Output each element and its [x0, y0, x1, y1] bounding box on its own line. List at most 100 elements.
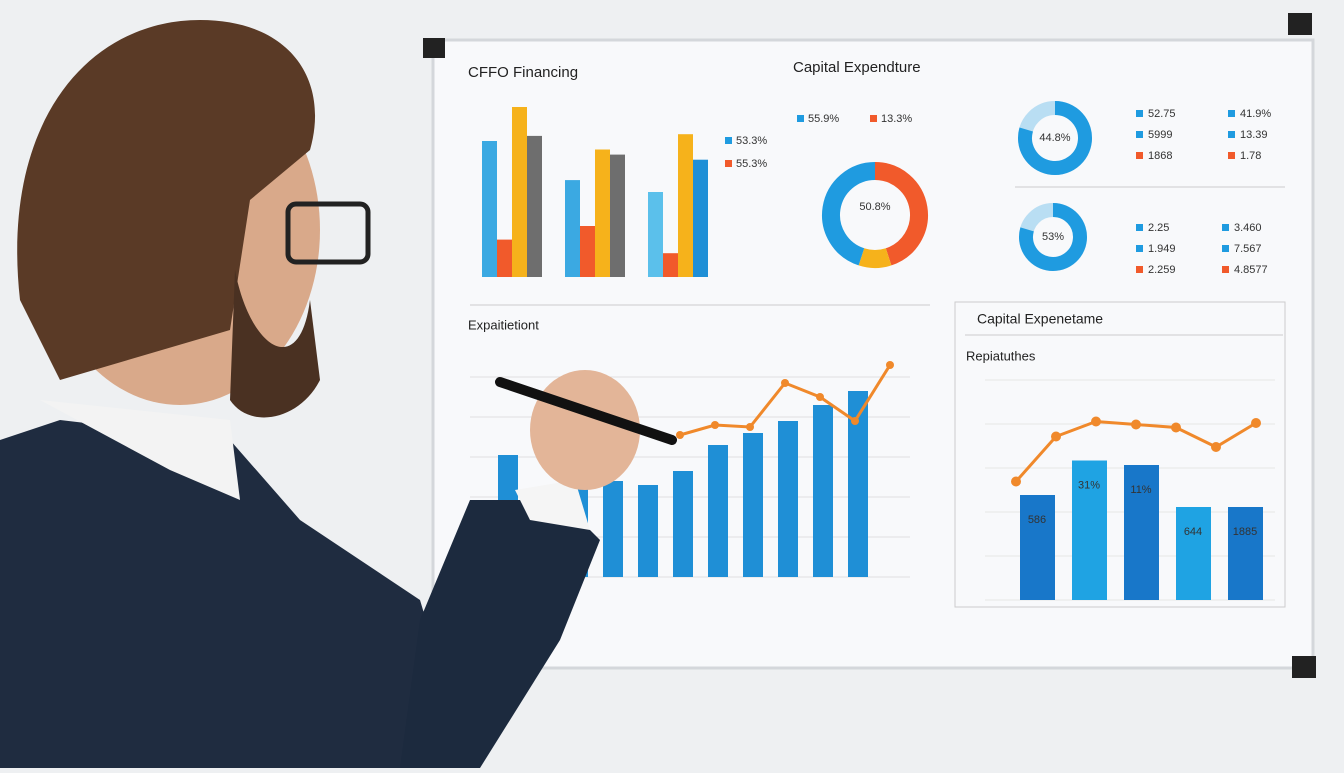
- legend-label: 13.3%: [881, 113, 912, 125]
- legend-swatch: [870, 115, 877, 122]
- clip: [1288, 13, 1312, 35]
- list-swatch: [1228, 131, 1235, 138]
- bar: [565, 180, 580, 277]
- list-swatch: [1136, 110, 1143, 117]
- hair: [17, 20, 316, 380]
- person: [0, 20, 677, 768]
- bar-label: 11%: [1130, 484, 1151, 496]
- bar: [708, 445, 728, 577]
- bar: [595, 149, 610, 277]
- line-point: [711, 421, 719, 429]
- list-value: 2.25: [1148, 222, 1169, 234]
- bar-label: 1885: [1233, 526, 1257, 538]
- title: CFFO Financing: [468, 64, 578, 81]
- line-point: [676, 431, 684, 439]
- line-point: [1251, 418, 1261, 428]
- list-swatch: [1222, 224, 1229, 231]
- title: Expaitietiont: [468, 317, 539, 332]
- list-swatch: [1136, 266, 1143, 273]
- legend-label: 53.3%: [736, 135, 767, 147]
- bar: [1176, 507, 1211, 600]
- bar: [527, 135, 542, 277]
- line-point: [886, 361, 894, 369]
- bar: [512, 107, 527, 277]
- line-point: [781, 379, 789, 387]
- list-value: 5999: [1148, 129, 1172, 141]
- legend-swatch: [725, 137, 732, 144]
- bar: [673, 471, 693, 577]
- donut-label: 44.8%: [1039, 132, 1070, 144]
- legend-label: 55.3%: [736, 158, 767, 170]
- line-point: [1211, 442, 1221, 452]
- legend-label: 55.9%: [808, 113, 839, 125]
- ring-arc: [1019, 203, 1087, 271]
- shirt-collar: [40, 400, 240, 500]
- list-swatch: [1228, 152, 1235, 159]
- bar: [1020, 495, 1055, 600]
- donut-label: 53%: [1042, 231, 1064, 243]
- beard: [230, 270, 320, 418]
- marker: [495, 377, 677, 445]
- line-point: [1011, 476, 1021, 487]
- line-point: [1091, 416, 1101, 427]
- glasses: [285, 201, 371, 265]
- bar-label: 31%: [1078, 479, 1100, 491]
- line-point: [851, 417, 859, 425]
- title: Capital Expendture: [793, 59, 921, 76]
- cuff: [515, 480, 590, 530]
- bar: [648, 192, 663, 277]
- list-value: 1.78: [1240, 150, 1261, 162]
- bar: [497, 239, 512, 277]
- sleeve: [400, 500, 600, 768]
- bar: [603, 481, 623, 577]
- legend-swatch: [725, 160, 732, 167]
- panel-frame: [954, 301, 1286, 608]
- line-point: [1131, 419, 1141, 430]
- list-value: 2.259: [1148, 264, 1176, 276]
- bar-label: 586: [1028, 514, 1046, 526]
- donut-label: 50.8%: [859, 201, 890, 213]
- list-swatch: [1136, 245, 1143, 252]
- list-value: 52.75: [1148, 108, 1176, 120]
- list-value: 3.460: [1234, 222, 1262, 234]
- bar: [1228, 507, 1263, 600]
- list-swatch: [1136, 131, 1143, 138]
- line-point: [816, 393, 824, 401]
- list-value: 41.9%: [1240, 108, 1271, 120]
- list-value: 13.39: [1240, 129, 1268, 141]
- suit: [0, 420, 470, 768]
- bar: [1072, 460, 1107, 600]
- line-point: [1171, 422, 1181, 433]
- list-swatch: [1136, 224, 1143, 231]
- bar: [580, 226, 595, 277]
- bar: [778, 421, 798, 577]
- bar-label: 644: [1184, 526, 1202, 538]
- bar: [693, 159, 708, 277]
- list-value: 1.949: [1148, 243, 1176, 255]
- hand: [530, 370, 640, 490]
- line-point: [1051, 431, 1061, 442]
- bar: [482, 141, 497, 277]
- list-swatch: [1228, 110, 1235, 117]
- list-swatch: [1222, 245, 1229, 252]
- list-swatch: [1136, 152, 1143, 159]
- list-value: 4.8577: [1234, 264, 1268, 276]
- bar: [610, 154, 625, 277]
- line-point: [746, 423, 754, 431]
- bar: [638, 485, 658, 577]
- clip: [1292, 656, 1316, 678]
- ring-arc: [1018, 101, 1092, 175]
- clip: [423, 38, 445, 58]
- legend-swatch: [797, 115, 804, 122]
- list-swatch: [1222, 266, 1229, 273]
- subtitle: Repiatuthes: [966, 348, 1036, 363]
- donut-segment: [874, 162, 928, 266]
- title: Capital Expenetame: [977, 311, 1103, 327]
- bar: [813, 405, 833, 577]
- list-value: 1868: [1148, 150, 1172, 162]
- donut-segment: [822, 162, 876, 266]
- bar: [848, 391, 868, 577]
- bar: [663, 253, 678, 277]
